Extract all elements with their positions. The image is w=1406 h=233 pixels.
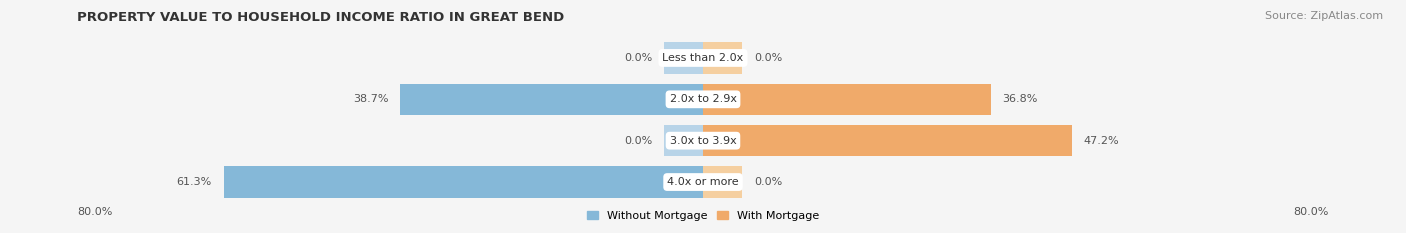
Text: 4.0x or more: 4.0x or more [668, 177, 738, 187]
Bar [401, 84, 703, 115]
Text: 80.0%: 80.0% [77, 207, 112, 217]
Text: 0.0%: 0.0% [624, 53, 652, 63]
Text: 0.0%: 0.0% [624, 136, 652, 146]
Bar [664, 125, 703, 156]
Text: 3.0x to 3.9x: 3.0x to 3.9x [669, 136, 737, 146]
Bar [703, 125, 1073, 156]
Bar [703, 84, 991, 115]
Text: 2.0x to 2.9x: 2.0x to 2.9x [669, 94, 737, 104]
Text: 80.0%: 80.0% [1294, 207, 1329, 217]
Text: 47.2%: 47.2% [1084, 136, 1119, 146]
Text: PROPERTY VALUE TO HOUSEHOLD INCOME RATIO IN GREAT BEND: PROPERTY VALUE TO HOUSEHOLD INCOME RATIO… [77, 11, 565, 24]
Legend: Without Mortgage, With Mortgage: Without Mortgage, With Mortgage [582, 206, 824, 225]
Bar [703, 42, 742, 74]
Bar [703, 166, 742, 198]
Text: 36.8%: 36.8% [1002, 94, 1038, 104]
Text: Less than 2.0x: Less than 2.0x [662, 53, 744, 63]
Text: 0.0%: 0.0% [754, 53, 782, 63]
Bar [664, 42, 703, 74]
Text: 61.3%: 61.3% [177, 177, 212, 187]
Text: Source: ZipAtlas.com: Source: ZipAtlas.com [1264, 11, 1384, 21]
Text: 0.0%: 0.0% [754, 177, 782, 187]
Bar [224, 166, 703, 198]
Text: 38.7%: 38.7% [353, 94, 388, 104]
